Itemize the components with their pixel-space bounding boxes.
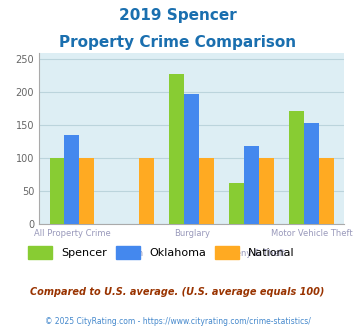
Bar <box>304 123 319 224</box>
Bar <box>65 135 80 224</box>
Text: Larceny & Theft: Larceny & Theft <box>218 249 285 258</box>
Text: Arson: Arson <box>120 249 144 258</box>
Bar <box>229 183 244 224</box>
Bar <box>50 158 65 224</box>
Bar <box>184 94 199 224</box>
Bar <box>244 146 259 224</box>
Bar <box>139 158 154 224</box>
Legend: Spencer, Oklahoma, National: Spencer, Oklahoma, National <box>23 242 299 263</box>
Text: Property Crime Comparison: Property Crime Comparison <box>59 35 296 50</box>
Bar <box>199 158 214 224</box>
Text: Compared to U.S. average. (U.S. average equals 100): Compared to U.S. average. (U.S. average … <box>30 287 325 297</box>
Bar <box>319 158 334 224</box>
Text: 2019 Spencer: 2019 Spencer <box>119 8 236 23</box>
Bar <box>259 158 274 224</box>
Bar <box>289 111 304 224</box>
Bar <box>80 158 94 224</box>
Bar <box>169 74 184 224</box>
Text: © 2025 CityRating.com - https://www.cityrating.com/crime-statistics/: © 2025 CityRating.com - https://www.city… <box>45 317 310 326</box>
